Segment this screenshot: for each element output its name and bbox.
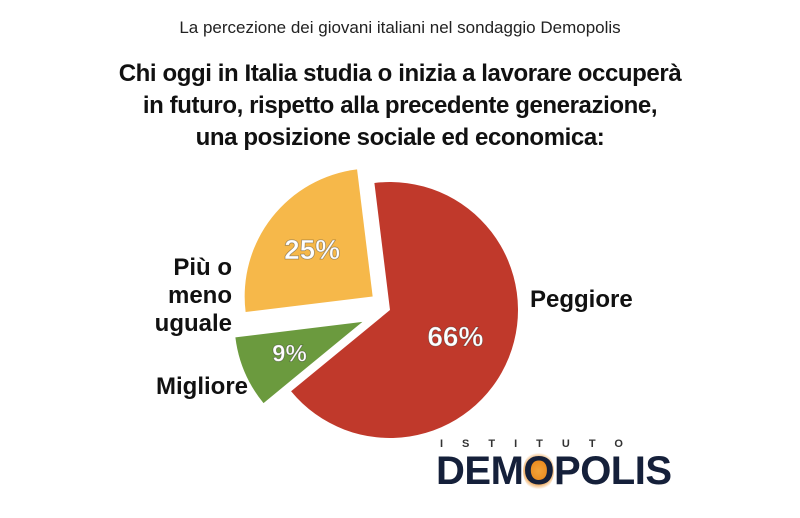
pie-value-label: 9% <box>272 340 307 367</box>
chart-title-line: una posizione sociale ed economica: <box>195 124 605 151</box>
logo-demopolis-text: DEMOPOLIS <box>436 451 686 491</box>
logo-part-2: POLIS <box>554 449 672 493</box>
pie-slice-peggiore <box>291 181 518 438</box>
label-piu-o-meno-uguale-line2: uguale <box>154 310 232 337</box>
chart-title-line: in futuro, rispetto alla precedente gene… <box>142 92 658 119</box>
label-peggiore: Peggiore <box>530 286 633 313</box>
pie-slice-migliore <box>235 321 363 404</box>
logo-o-sun: O <box>523 449 555 493</box>
pie-value-label: 25% <box>284 234 340 265</box>
chart-subtitle: La percezione dei giovani italiani nel s… <box>179 18 621 37</box>
label-piu-o-meno-uguale-line1: Più o meno <box>167 254 232 309</box>
demopolis-logo: ISTITUTO DEMOPOLIS <box>436 438 686 491</box>
logo-part-1: DEM <box>436 449 524 493</box>
chart-title: Chi oggi in Italia studia o inizia a lav… <box>0 58 800 154</box>
pie-value-label: 66% <box>427 321 483 352</box>
pie-slice-pi-o-meno-uguale <box>244 169 373 313</box>
chart-title-line: Chi oggi in Italia studia o inizia a lav… <box>118 60 682 87</box>
logo-istituto-text: ISTITUTO <box>440 438 642 450</box>
label-piu-o-meno-uguale: Più o meno uguale <box>104 254 232 338</box>
label-migliore: Migliore <box>156 373 249 400</box>
